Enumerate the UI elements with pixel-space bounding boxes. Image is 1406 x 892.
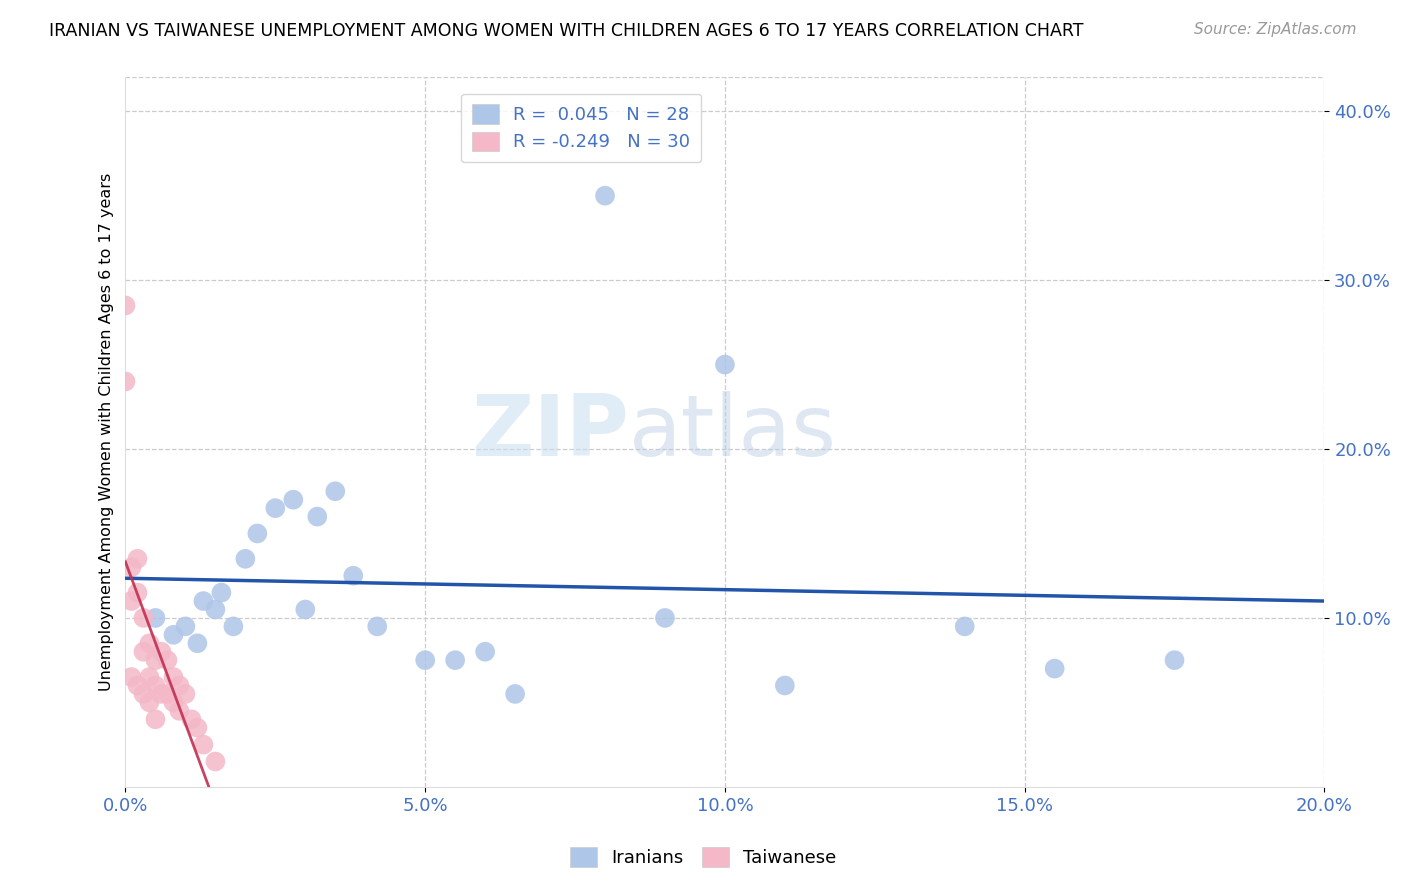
Point bbox=[121, 670, 143, 684]
Point bbox=[114, 298, 136, 312]
Point bbox=[145, 678, 167, 692]
Point bbox=[444, 653, 467, 667]
Point bbox=[180, 712, 202, 726]
Point bbox=[366, 619, 388, 633]
Text: Source: ZipAtlas.com: Source: ZipAtlas.com bbox=[1194, 22, 1357, 37]
Point bbox=[156, 687, 179, 701]
Point bbox=[503, 687, 526, 701]
Legend: R =  0.045   N = 28, R = -0.249   N = 30: R = 0.045 N = 28, R = -0.249 N = 30 bbox=[461, 94, 702, 162]
Point bbox=[474, 645, 496, 659]
Point bbox=[307, 509, 329, 524]
Point bbox=[654, 611, 676, 625]
Point bbox=[156, 653, 179, 667]
Point bbox=[145, 653, 167, 667]
Point bbox=[174, 687, 197, 701]
Point bbox=[294, 602, 316, 616]
Point bbox=[150, 645, 173, 659]
Point bbox=[162, 628, 184, 642]
Point bbox=[162, 695, 184, 709]
Point bbox=[1163, 653, 1185, 667]
Point bbox=[121, 594, 143, 608]
Point bbox=[138, 636, 160, 650]
Point bbox=[169, 704, 191, 718]
Y-axis label: Unemployment Among Women with Children Ages 6 to 17 years: Unemployment Among Women with Children A… bbox=[100, 173, 114, 691]
Point bbox=[209, 585, 232, 599]
Text: ZIP: ZIP bbox=[471, 391, 628, 474]
Point bbox=[132, 645, 155, 659]
Point bbox=[1043, 662, 1066, 676]
Point bbox=[169, 678, 191, 692]
Point bbox=[186, 721, 208, 735]
Point bbox=[132, 687, 155, 701]
Point bbox=[127, 551, 149, 566]
Point bbox=[773, 678, 796, 692]
Point bbox=[145, 712, 167, 726]
Legend: Iranians, Taiwanese: Iranians, Taiwanese bbox=[562, 839, 844, 874]
Point bbox=[235, 551, 257, 566]
Text: atlas: atlas bbox=[628, 391, 837, 474]
Point bbox=[283, 492, 305, 507]
Point bbox=[138, 695, 160, 709]
Point bbox=[222, 619, 245, 633]
Point bbox=[204, 755, 226, 769]
Point bbox=[593, 188, 616, 202]
Text: IRANIAN VS TAIWANESE UNEMPLOYMENT AMONG WOMEN WITH CHILDREN AGES 6 TO 17 YEARS C: IRANIAN VS TAIWANESE UNEMPLOYMENT AMONG … bbox=[49, 22, 1084, 40]
Point bbox=[193, 738, 215, 752]
Point bbox=[323, 484, 346, 499]
Point bbox=[193, 594, 215, 608]
Point bbox=[162, 670, 184, 684]
Point bbox=[264, 501, 287, 516]
Point bbox=[138, 670, 160, 684]
Point bbox=[413, 653, 436, 667]
Point bbox=[150, 687, 173, 701]
Point bbox=[204, 602, 226, 616]
Point bbox=[127, 585, 149, 599]
Point bbox=[186, 636, 208, 650]
Point bbox=[342, 568, 364, 582]
Point bbox=[132, 611, 155, 625]
Point bbox=[114, 375, 136, 389]
Point bbox=[174, 619, 197, 633]
Point bbox=[246, 526, 269, 541]
Point bbox=[127, 678, 149, 692]
Point bbox=[145, 611, 167, 625]
Point bbox=[714, 358, 737, 372]
Point bbox=[121, 560, 143, 574]
Point bbox=[953, 619, 976, 633]
